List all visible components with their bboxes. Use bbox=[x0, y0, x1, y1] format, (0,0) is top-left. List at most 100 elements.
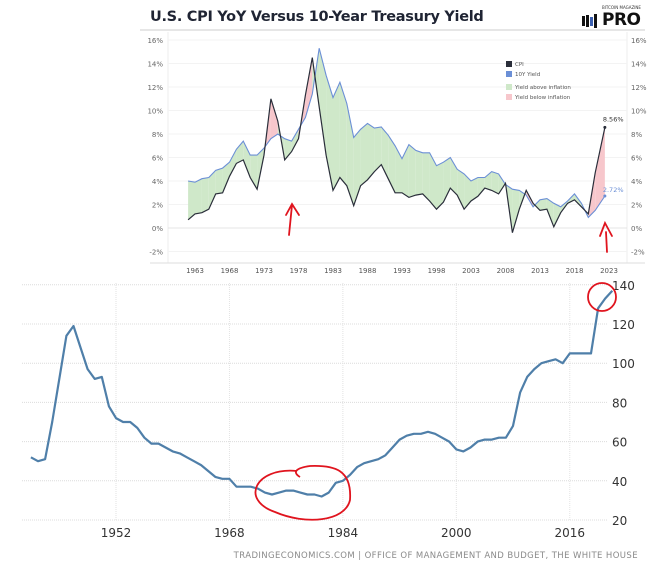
y-tick-label: 100 bbox=[612, 357, 635, 371]
cpi-line bbox=[187, 57, 606, 233]
y-tick-label: 60 bbox=[612, 436, 627, 450]
x-tick-label: 2013 bbox=[531, 267, 549, 275]
yield-above-inflation-area bbox=[533, 199, 540, 211]
x-tick-label: 2018 bbox=[566, 267, 584, 275]
y-tick-label-right: 6% bbox=[631, 155, 642, 163]
yield-above-inflation-area bbox=[339, 82, 347, 186]
yield-above-inflation-area bbox=[429, 152, 437, 210]
y-tick-label-left: 14% bbox=[147, 61, 163, 69]
yield-above-inflation-area bbox=[236, 141, 244, 164]
yield-above-inflation-area bbox=[457, 169, 465, 210]
x-tick-label: 1963 bbox=[186, 267, 204, 275]
yield-above-inflation-area bbox=[284, 138, 292, 160]
logo-small-text: BITCOIN MAGAZINE bbox=[602, 5, 641, 10]
y-tick-label-right: 10% bbox=[631, 108, 647, 116]
legend-label: Yield below inflation bbox=[514, 95, 571, 101]
y-tick-label-right: -2% bbox=[631, 249, 645, 257]
cpi-last-point bbox=[603, 125, 607, 129]
x-tick-label: 1998 bbox=[428, 267, 446, 275]
red-arrow-annotation bbox=[599, 220, 613, 253]
cpi-vs-yield-chart: -2% -2% 0% 0% 2% 2% 4% 4% 6% 6% 8% 8% 10% 10% 12% 12% 14… bbox=[140, 29, 647, 275]
y-tick-label-right: 2% bbox=[631, 202, 642, 210]
x-tick-label: 1984 bbox=[328, 526, 359, 540]
y-tick-label-right: 16% bbox=[631, 37, 647, 45]
yield-above-inflation-area bbox=[402, 144, 409, 198]
yield-above-inflation-area bbox=[464, 173, 471, 210]
yield-above-inflation-area bbox=[374, 126, 382, 172]
legend-swatch bbox=[506, 71, 512, 77]
y-tick-label: 20 bbox=[612, 514, 627, 528]
y-tick-label-right: 0% bbox=[631, 225, 642, 233]
yield-above-inflation-area bbox=[250, 155, 258, 190]
y-tick-label-left: 10% bbox=[147, 108, 163, 116]
yield-above-inflation-area bbox=[333, 82, 340, 191]
y-tick-label-left: 6% bbox=[152, 155, 163, 163]
y-tick-label-right: 8% bbox=[631, 131, 642, 139]
yield-above-inflation-area bbox=[395, 145, 402, 193]
yield-above-inflation-area bbox=[408, 144, 416, 198]
yield-below-inflation-area bbox=[305, 57, 313, 118]
yield-above-inflation-area bbox=[222, 162, 230, 193]
x-tick-label: 2023 bbox=[600, 267, 618, 275]
source-footer: TRADINGECONOMICS.COM | OFFICE OF MANAGEM… bbox=[233, 551, 638, 561]
x-tick-label: 1952 bbox=[101, 526, 132, 540]
yield-above-inflation-area bbox=[229, 149, 237, 177]
yield-above-inflation-area bbox=[367, 123, 375, 180]
legend-swatch bbox=[506, 94, 512, 100]
yield-above-inflation-area bbox=[195, 178, 202, 214]
yield-above-inflation-area bbox=[422, 152, 430, 201]
y-tick-label-left: 12% bbox=[147, 84, 163, 92]
red-circle-annotation bbox=[587, 282, 617, 312]
y-tick-label: 120 bbox=[612, 318, 635, 332]
yield-above-inflation-area bbox=[477, 177, 485, 197]
yield-above-inflation-area bbox=[381, 126, 389, 179]
legend-swatch bbox=[506, 84, 512, 90]
yield-above-inflation-area bbox=[491, 171, 499, 194]
yield-above-inflation-area bbox=[215, 168, 223, 194]
yield-above-inflation-area bbox=[243, 141, 251, 178]
x-tick-label: 1993 bbox=[393, 267, 411, 275]
logo-mark-icon bbox=[582, 14, 597, 28]
x-tick-label: 1988 bbox=[359, 267, 377, 275]
y-tick-label-left: -2% bbox=[149, 249, 163, 257]
y-tick-label-right: 4% bbox=[631, 178, 642, 186]
yield-above-inflation-area bbox=[319, 48, 327, 156]
y-tick-label-right: 12% bbox=[631, 84, 647, 92]
x-tick-label: 1983 bbox=[324, 267, 342, 275]
legend-label: 10Y Yield bbox=[515, 72, 540, 78]
yield-above-inflation-area bbox=[201, 177, 209, 213]
x-tick-label: 1968 bbox=[221, 267, 239, 275]
x-tick-label: 2003 bbox=[462, 267, 480, 275]
legend-swatch bbox=[506, 61, 512, 67]
red-arrow-annotation bbox=[285, 202, 300, 236]
x-tick-label: 1968 bbox=[214, 526, 245, 540]
yield-below-inflation-area bbox=[270, 98, 278, 139]
y-tick-label-left: 0% bbox=[152, 225, 163, 233]
x-tick-label: 2000 bbox=[441, 526, 472, 540]
yield-above-inflation-area bbox=[415, 150, 423, 196]
y-tick-label: 40 bbox=[612, 475, 627, 489]
yield-above-inflation-area bbox=[291, 129, 299, 152]
yield-above-inflation-area bbox=[436, 162, 444, 210]
x-tick-label: 2008 bbox=[497, 267, 515, 275]
bitcoin-magazine-pro-logo: BITCOIN MAGAZINE PRO bbox=[582, 6, 646, 32]
yield-last-label: 2.72% bbox=[603, 186, 624, 194]
legend-label: CPI bbox=[515, 62, 524, 68]
red-circle-annotation bbox=[254, 465, 351, 521]
yield-line bbox=[188, 48, 606, 219]
top-chart-title: U.S. CPI YoY Versus 10-Year Treasury Yie… bbox=[150, 9, 484, 25]
y-tick-label-left: 2% bbox=[152, 202, 163, 210]
logo-big-text: PRO bbox=[602, 10, 641, 30]
yield-above-inflation-area bbox=[498, 173, 506, 194]
legend-label: Yield above inflation bbox=[514, 85, 571, 91]
yield-above-inflation-area bbox=[360, 123, 368, 186]
yield-above-inflation-area bbox=[208, 170, 216, 210]
debt-line bbox=[30, 289, 614, 498]
cpi-last-label: 8.56% bbox=[603, 115, 624, 123]
x-tick-label: 1978 bbox=[290, 267, 308, 275]
yield-above-inflation-area bbox=[553, 203, 561, 227]
yield-above-inflation-area bbox=[512, 189, 520, 233]
x-tick-label: 1973 bbox=[255, 267, 273, 275]
yield-below-inflation-area bbox=[595, 127, 605, 211]
y-tick-label-left: 16% bbox=[147, 37, 163, 45]
